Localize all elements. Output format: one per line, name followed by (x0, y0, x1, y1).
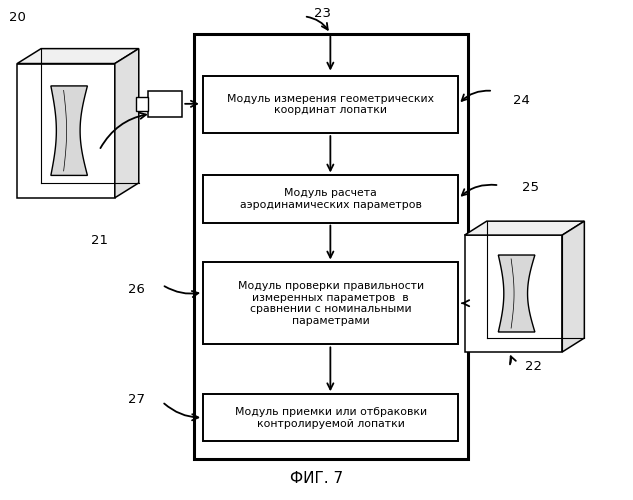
FancyBboxPatch shape (136, 97, 147, 111)
Text: Модуль расчета
аэродинамических параметров: Модуль расчета аэродинамических параметр… (240, 188, 422, 210)
Polygon shape (465, 235, 562, 352)
Text: ФИГ. 7: ФИГ. 7 (290, 471, 343, 486)
Polygon shape (115, 48, 139, 198)
Text: Модуль проверки правильности
измеренных параметров  в
сравнении с номинальными
п: Модуль проверки правильности измеренных … (237, 281, 423, 326)
Text: 23: 23 (315, 8, 331, 20)
Polygon shape (17, 64, 115, 198)
Text: Модуль приемки или отбраковки
контролируемой лопатки: Модуль приемки или отбраковки контролиру… (235, 407, 427, 428)
FancyBboxPatch shape (147, 91, 182, 116)
Text: 21: 21 (91, 234, 108, 246)
FancyBboxPatch shape (203, 76, 458, 133)
Polygon shape (51, 86, 87, 176)
Text: 22: 22 (525, 360, 542, 374)
Text: 20: 20 (9, 11, 25, 24)
FancyBboxPatch shape (203, 176, 458, 222)
Text: 27: 27 (128, 392, 146, 406)
Text: 25: 25 (522, 182, 539, 194)
FancyBboxPatch shape (203, 262, 458, 344)
FancyBboxPatch shape (203, 394, 458, 442)
Polygon shape (465, 221, 584, 235)
FancyBboxPatch shape (194, 34, 468, 459)
Polygon shape (562, 221, 584, 352)
Polygon shape (498, 255, 535, 332)
Polygon shape (17, 48, 139, 64)
Text: Модуль измерения геометрических
координат лопатки: Модуль измерения геометрических координа… (227, 94, 434, 116)
Text: 24: 24 (513, 94, 530, 108)
Text: 26: 26 (128, 284, 146, 296)
